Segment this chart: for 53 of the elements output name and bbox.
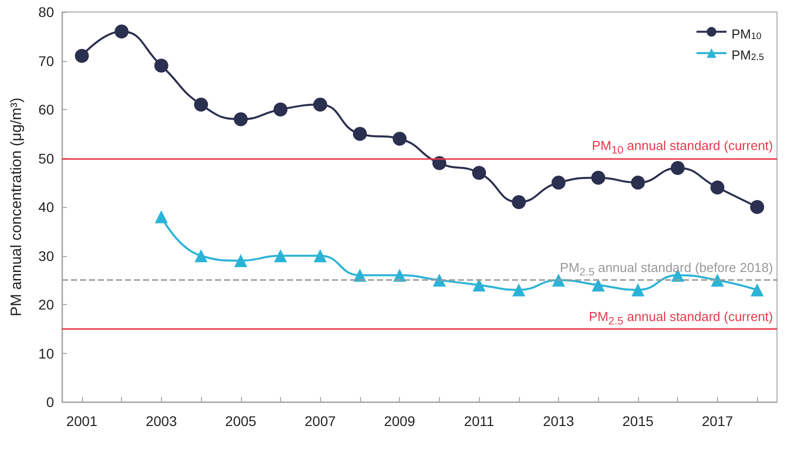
point — [630, 176, 645, 190]
point — [313, 98, 328, 112]
point — [710, 180, 724, 194]
y-tick-label: 60 — [38, 102, 54, 118]
ref-line-label: PM$_{2.5}$ annual standard (before 2018) — [560, 260, 773, 279]
point — [512, 195, 526, 210]
point — [194, 98, 208, 112]
point — [194, 249, 208, 262]
point — [591, 170, 606, 185]
y-tick-label: 40 — [38, 199, 54, 215]
ref-line-label: PM$_{2.5}$ annual standard (current) — [588, 308, 773, 328]
point — [154, 58, 168, 73]
point — [273, 102, 288, 116]
y-tick-label: 50 — [38, 150, 54, 166]
ref-line-label: PM$_{10}$ annual standard (current) — [592, 138, 773, 157]
point — [114, 24, 129, 38]
point — [234, 112, 248, 126]
point — [552, 176, 566, 190]
x-tick-label: 2001 — [66, 413, 98, 429]
point — [670, 161, 685, 175]
point — [750, 283, 764, 296]
x-tick-label: 2015 — [622, 413, 654, 429]
y-tick-label: 20 — [38, 296, 54, 312]
point — [552, 274, 566, 287]
point — [74, 48, 89, 63]
x-tick-label: 2009 — [384, 413, 416, 429]
y-tick-label: 10 — [38, 345, 54, 362]
point — [592, 278, 605, 292]
point — [352, 126, 367, 141]
y-axis-title: PM annual concentration (μg/m³) — [8, 98, 25, 316]
x-tick-label: 2003 — [146, 413, 178, 429]
point — [472, 278, 486, 292]
point — [631, 283, 644, 296]
x-tick-label: 2007 — [304, 413, 336, 429]
x-tick-label: 2011 — [464, 413, 494, 429]
x-tick-label: 2017 — [702, 413, 734, 429]
point — [274, 249, 287, 262]
legend-label: PM10 — [732, 26, 762, 42]
point — [750, 200, 764, 214]
point — [432, 274, 446, 287]
y-tick-label: 70 — [38, 52, 54, 69]
point — [512, 283, 526, 296]
point — [234, 254, 248, 268]
y-tick-label: 0 — [46, 394, 54, 410]
y-tick-label: 30 — [38, 248, 54, 264]
x-tick-label: 2013 — [542, 413, 574, 429]
x-tick-label: 2005 — [225, 413, 257, 429]
point — [314, 249, 327, 262]
point — [392, 132, 407, 146]
point — [472, 166, 486, 180]
point — [154, 210, 168, 224]
legend-label: PM2.5 — [732, 48, 764, 63]
y-tick-label: 80 — [38, 4, 54, 20]
